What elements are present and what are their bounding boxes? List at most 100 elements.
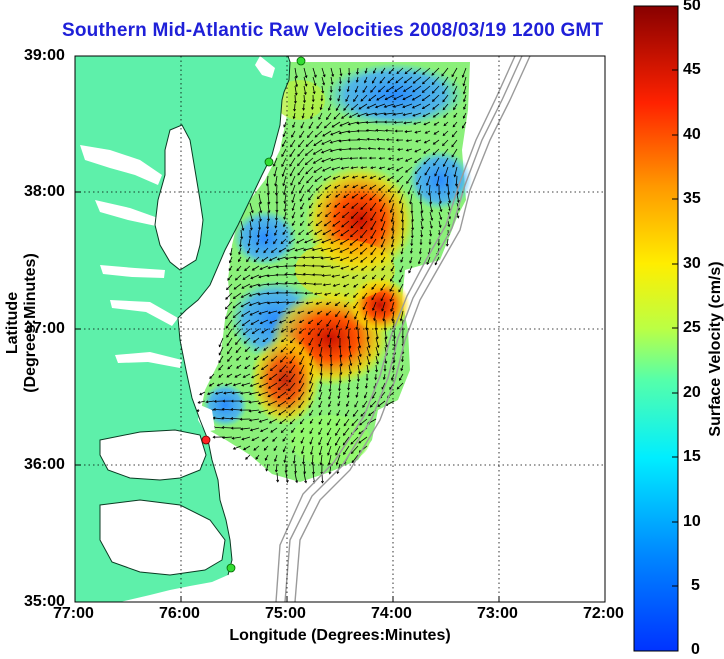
velocity-arrow <box>350 229 359 237</box>
velocity-arrow <box>291 184 296 195</box>
velocity-arrow-head <box>292 461 296 464</box>
velocity-arrow-head <box>335 314 338 318</box>
velocity-arrow <box>453 112 458 118</box>
velocity-arrow <box>295 247 305 251</box>
velocity-arrow-head <box>342 442 346 446</box>
velocity-arrow <box>316 301 323 305</box>
velocity-arrow <box>335 445 341 456</box>
velocity-arrow-head <box>421 106 425 110</box>
velocity-arrow <box>253 256 260 262</box>
velocity-arrow-head <box>321 240 325 244</box>
velocity-arrow-head <box>281 339 284 343</box>
velocity-arrow <box>322 130 332 137</box>
velocity-arrow <box>288 409 296 416</box>
velocity-arrow-head <box>452 91 456 95</box>
velocity-arrow <box>380 202 386 212</box>
velocity-arrow <box>294 282 305 285</box>
velocity-arrow <box>240 400 251 402</box>
velocity-arrow <box>342 202 350 208</box>
velocity-arrow-head <box>239 399 243 403</box>
velocity-arrow <box>303 256 314 258</box>
velocity-arrow-head <box>456 199 460 203</box>
velocity-arrow <box>258 391 269 396</box>
velocity-arrow-head <box>387 189 391 193</box>
velocity-arrow-head <box>291 430 294 434</box>
velocity-arrow <box>360 202 368 210</box>
velocity-arrow-head <box>385 344 389 348</box>
velocity-arrow <box>289 418 296 425</box>
velocity-arrow <box>342 175 350 179</box>
velocity-arrow-head <box>312 240 316 244</box>
velocity-arrow-head <box>257 302 261 306</box>
velocity-arrow-head <box>318 432 321 436</box>
velocity-arrow <box>284 193 287 204</box>
velocity-arrow <box>330 67 334 77</box>
velocity-arrow <box>268 382 278 389</box>
velocity-arrow <box>321 247 332 251</box>
velocity-arrow <box>319 382 323 392</box>
velocity-arrow-head <box>281 164 285 168</box>
velocity-arrow-head <box>375 128 379 132</box>
velocity-arrow-head <box>297 172 301 176</box>
velocity-arrow <box>209 373 215 379</box>
velocity-arrow <box>351 193 359 199</box>
velocity-arrow-head <box>367 353 371 357</box>
velocity-arrow <box>240 229 243 239</box>
velocity-arrow <box>319 445 323 455</box>
velocity-arrow-head <box>330 82 334 85</box>
velocity-arrow-head <box>394 89 398 92</box>
velocity-arrow-head <box>402 97 406 101</box>
velocity-arrow-head <box>221 436 225 440</box>
velocity-arrow <box>345 409 350 417</box>
velocity-arrow-head <box>452 83 455 87</box>
velocity-arrow-head <box>322 82 326 86</box>
velocity-arrow <box>279 364 287 372</box>
velocity-arrow-head <box>251 438 255 441</box>
velocity-arrow-head <box>389 210 393 214</box>
velocity-arrow-head <box>241 437 245 441</box>
velocity-arrow-head <box>348 371 352 375</box>
velocity-arrow-head <box>298 181 301 185</box>
velocity-arrow-head <box>385 138 389 142</box>
velocity-arrow <box>222 427 233 429</box>
velocity-arrow-head <box>312 273 315 277</box>
velocity-arrow <box>359 418 368 426</box>
velocity-arrow <box>339 148 350 151</box>
velocity-arrow-head <box>398 289 402 293</box>
velocity-arrow <box>298 382 305 392</box>
velocity-arrow <box>324 220 332 227</box>
velocity-arrow <box>438 202 442 212</box>
velocity-arrow-head <box>404 130 408 134</box>
velocity-arrow-head <box>359 251 363 255</box>
velocity-arrow <box>268 409 278 415</box>
velocity-arrow <box>294 463 296 474</box>
colorbar-tick-label: 25 <box>683 319 701 336</box>
velocity-arrow <box>243 445 251 450</box>
velocity-arrow <box>351 202 359 209</box>
velocity-arrow <box>442 130 449 136</box>
velocity-arrow-head <box>353 284 357 288</box>
velocity-arrow-head <box>376 137 380 141</box>
velocity-arrow <box>267 193 270 204</box>
velocity-arrow-head <box>294 291 298 295</box>
velocity-arrow <box>277 256 287 260</box>
velocity-arrow-head <box>350 225 354 229</box>
y-tick-label: 38:00 <box>24 183 65 200</box>
velocity-arrow <box>389 193 395 203</box>
velocity-arrow <box>357 112 368 117</box>
velocity-arrow-head <box>324 292 328 296</box>
velocity-arrow-head <box>261 330 264 334</box>
velocity-arrow <box>309 355 314 366</box>
velocity-arrow-head <box>439 217 443 221</box>
velocity-arrow <box>366 112 377 116</box>
velocity-arrow <box>299 373 305 384</box>
velocity-arrow <box>408 184 413 195</box>
velocity-arrow-head <box>342 205 346 209</box>
velocity-arrow <box>232 301 242 309</box>
velocity-arrow <box>444 166 449 177</box>
velocity-arrow-head <box>355 79 359 83</box>
velocity-arrow <box>333 211 341 218</box>
velocity-arrow <box>302 454 305 464</box>
velocity-arrow-head <box>398 279 402 283</box>
velocity-arrow <box>375 355 379 364</box>
